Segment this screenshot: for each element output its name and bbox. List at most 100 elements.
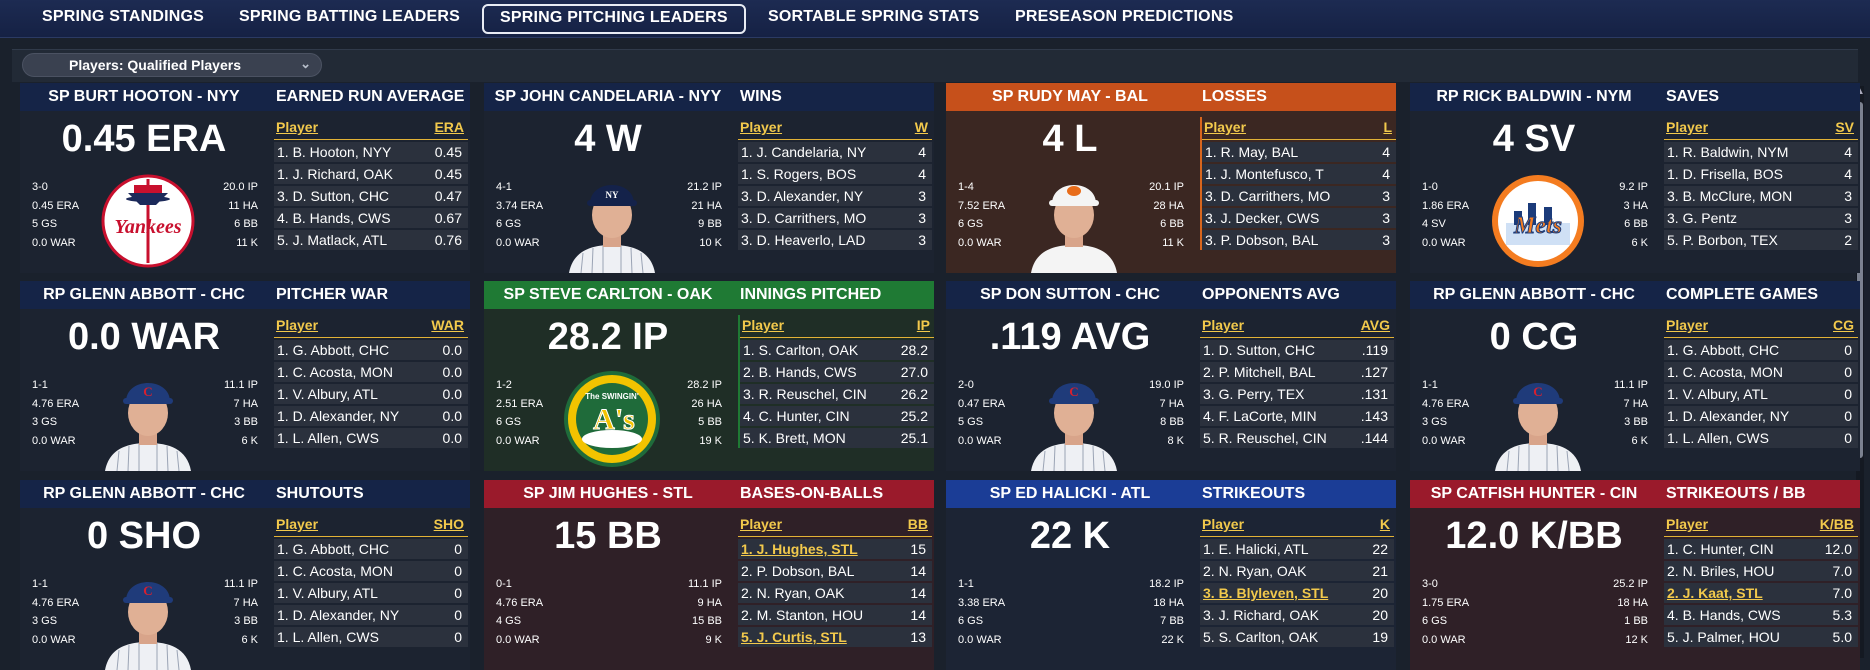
row-player-link[interactable]: 2. P. Mitchell, BAL xyxy=(1203,364,1316,380)
row-player-link[interactable]: 3. B. McClure, MON xyxy=(1667,188,1793,204)
row-player-link[interactable]: 1. S. Carlton, OAK xyxy=(743,342,859,358)
column-header-stat[interactable]: AVG xyxy=(1360,317,1390,333)
row-player-link[interactable]: 1. G. Abbott, CHC xyxy=(1667,342,1780,358)
column-header-player[interactable]: Player xyxy=(276,516,319,532)
row-player-link[interactable]: 1. G. Abbott, CHC xyxy=(277,342,390,358)
column-header-stat[interactable]: BB xyxy=(907,516,928,532)
row-player-link[interactable]: 1. J. Richard, OAK xyxy=(277,166,393,182)
leader-player-name[interactable]: SP CATFISH HUNTER - CIN xyxy=(1430,485,1638,502)
column-header-player[interactable]: Player xyxy=(1202,516,1245,532)
row-player-link[interactable]: 1. V. Albury, ATL xyxy=(277,585,378,601)
row-player-link[interactable]: 3. D. Carrithers, MO xyxy=(1205,188,1331,204)
leader-player-name[interactable]: RP GLENN ABBOTT - CHC xyxy=(1433,286,1635,303)
leader-player-name[interactable]: SP ED HALICKI - ATL xyxy=(989,485,1151,502)
row-player-link[interactable]: 5. K. Brett, MON xyxy=(743,430,846,446)
row-player-link[interactable]: 1. S. Rogers, BOS xyxy=(741,166,857,182)
row-player-link[interactable]: 3. J. Decker, CWS xyxy=(1205,210,1320,226)
row-player-link[interactable]: 1. J. Candelaria, NY xyxy=(741,144,867,160)
row-player-link[interactable]: 1. V. Albury, ATL xyxy=(1667,386,1768,402)
row-player-link[interactable]: 5. S. Carlton, OAK xyxy=(1203,629,1319,645)
row-player-link[interactable]: 2. N. Ryan, OAK xyxy=(741,585,845,601)
row-player-link[interactable]: 1. C. Acosta, MON xyxy=(1667,364,1783,380)
column-header-stat[interactable]: SV xyxy=(1835,119,1854,135)
column-header-stat[interactable]: L xyxy=(1383,119,1392,135)
row-player-link[interactable]: 1. E. Halicki, ATL xyxy=(1203,541,1309,557)
row-player-link[interactable]: 3. R. Reuschel, CIN xyxy=(743,386,867,402)
column-header-player[interactable]: Player xyxy=(1204,119,1247,135)
column-header-player[interactable]: Player xyxy=(740,119,783,135)
row-player-link[interactable]: 1. C. Acosta, MON xyxy=(277,563,393,579)
leader-player-name[interactable]: RP RICK BALDWIN - NYM xyxy=(1436,88,1632,105)
leader-player-name[interactable]: RP GLENN ABBOTT - CHC xyxy=(43,286,245,303)
row-player-link[interactable]: 3. J. Richard, OAK xyxy=(1203,607,1319,623)
column-header-player[interactable]: Player xyxy=(1202,317,1245,333)
row-player-link[interactable]: 3. G. Perry, TEX xyxy=(1203,386,1305,402)
row-player-link[interactable]: 4. F. LaCorte, MIN xyxy=(1203,408,1317,424)
row-player-link[interactable]: 1. R. Baldwin, NYM xyxy=(1667,144,1789,160)
row-player-link[interactable]: 2. M. Stanton, HOU xyxy=(741,607,864,623)
column-header-stat[interactable]: CG xyxy=(1833,317,1854,333)
column-header-player[interactable]: Player xyxy=(742,317,785,333)
row-player-link[interactable]: 2. P. Dobson, BAL xyxy=(741,563,855,579)
row-player-link[interactable]: 2. B. Hands, CWS xyxy=(743,364,857,380)
row-player-link[interactable]: 2. N. Ryan, OAK xyxy=(1203,563,1307,579)
column-header-player[interactable]: Player xyxy=(276,317,319,333)
row-player-link[interactable]: 1. L. Allen, CWS xyxy=(1667,430,1769,446)
tab-spring-pitching-leaders[interactable]: SPRING PITCHING LEADERS xyxy=(482,4,746,34)
row-player-link[interactable]: 1. D. Sutton, CHC xyxy=(1203,342,1316,358)
row-player-link[interactable]: 3. P. Dobson, BAL xyxy=(1205,232,1319,248)
leader-player-name[interactable]: RP GLENN ABBOTT - CHC xyxy=(43,485,245,502)
row-player-link[interactable]: 2. J. Kaat, STL xyxy=(1667,585,1763,601)
column-header-player[interactable]: Player xyxy=(1666,119,1709,135)
row-player-link[interactable]: 3. D. Carrithers, MO xyxy=(741,210,867,226)
row-player-link[interactable]: 3. D. Heaverlo, LAD xyxy=(741,232,866,248)
row-player-link[interactable]: 1. C. Acosta, MON xyxy=(277,364,393,380)
row-player-link[interactable]: 1. L. Allen, CWS xyxy=(277,430,379,446)
leader-player-name[interactable]: SP JOHN CANDELARIA - NYY xyxy=(494,88,722,105)
column-header-stat[interactable]: WAR xyxy=(431,317,464,333)
row-player-link[interactable]: 1. D. Alexander, NY xyxy=(277,408,400,424)
row-player-link[interactable]: 5. R. Reuschel, CIN xyxy=(1203,430,1327,446)
leader-player-name[interactable]: SP DON SUTTON - CHC xyxy=(980,286,1160,303)
scroll-up-arrow-icon[interactable]: ▲ xyxy=(1855,86,1865,97)
row-player-link[interactable]: 4. B. Hands, CWS xyxy=(1667,607,1781,623)
row-player-link[interactable]: 1. G. Abbott, CHC xyxy=(277,541,390,557)
column-header-player[interactable]: Player xyxy=(276,119,319,135)
row-player-link[interactable]: 1. D. Alexander, NY xyxy=(277,607,400,623)
row-player-link[interactable]: 1. R. May, BAL xyxy=(1205,144,1299,160)
row-player-link[interactable]: 1. C. Hunter, CIN xyxy=(1667,541,1774,557)
row-player-link[interactable]: 1. J. Hughes, STL xyxy=(741,541,858,557)
tab-spring-batting-leaders[interactable]: SPRING BATTING LEADERS xyxy=(239,8,461,25)
row-player-link[interactable]: 3. D. Sutton, CHC xyxy=(277,188,390,204)
tab-spring-standings[interactable]: SPRING STANDINGS xyxy=(42,8,205,25)
row-player-link[interactable]: 1. L. Allen, CWS xyxy=(277,629,379,645)
row-player-link[interactable]: 4. C. Hunter, CIN xyxy=(743,408,850,424)
column-header-player[interactable]: Player xyxy=(1666,516,1709,532)
row-player-link[interactable]: 5. J. Matlack, ATL xyxy=(277,232,388,248)
column-header-stat[interactable]: W xyxy=(914,119,928,135)
leader-player-name[interactable]: SP RUDY MAY - BAL xyxy=(992,88,1148,105)
row-player-link[interactable]: 3. B. Blyleven, STL xyxy=(1203,585,1329,601)
row-player-link[interactable]: 3. G. Pentz xyxy=(1667,210,1738,226)
column-header-stat[interactable]: IP xyxy=(916,317,930,333)
row-player-link[interactable]: 1. J. Montefusco, T xyxy=(1205,166,1324,182)
row-player-link[interactable]: 1. D. Frisella, BOS xyxy=(1667,166,1783,182)
column-header-stat[interactable]: SHO xyxy=(433,516,464,532)
row-player-link[interactable]: 3. D. Alexander, NY xyxy=(741,188,864,204)
row-player-link[interactable]: 1. V. Albury, ATL xyxy=(277,386,378,402)
column-header-player[interactable]: Player xyxy=(1666,317,1709,333)
column-header-player[interactable]: Player xyxy=(740,516,783,532)
row-player-link[interactable]: 1. B. Hooton, NYY xyxy=(277,144,392,160)
scrollbar-thumb[interactable] xyxy=(1857,102,1863,458)
leader-player-name[interactable]: SP STEVE CARLTON - OAK xyxy=(503,286,713,303)
row-player-link[interactable]: 5. J. Curtis, STL xyxy=(741,629,847,645)
column-header-stat[interactable]: ERA xyxy=(434,119,464,135)
players-filter-dropdown[interactable]: Players: Qualified Players ⌄ xyxy=(22,53,322,77)
column-header-stat[interactable]: K xyxy=(1379,516,1390,532)
tab-preseason-predictions[interactable]: PRESEASON PREDICTIONS xyxy=(1015,8,1234,25)
row-player-link[interactable]: 5. P. Borbon, TEX xyxy=(1667,232,1778,248)
row-player-link[interactable]: 5. J. Palmer, HOU xyxy=(1667,629,1780,645)
tab-sortable-spring-stats[interactable]: SORTABLE SPRING STATS xyxy=(768,8,980,25)
column-header-stat[interactable]: K/BB xyxy=(1819,516,1854,532)
row-player-link[interactable]: 4. B. Hands, CWS xyxy=(277,210,391,226)
